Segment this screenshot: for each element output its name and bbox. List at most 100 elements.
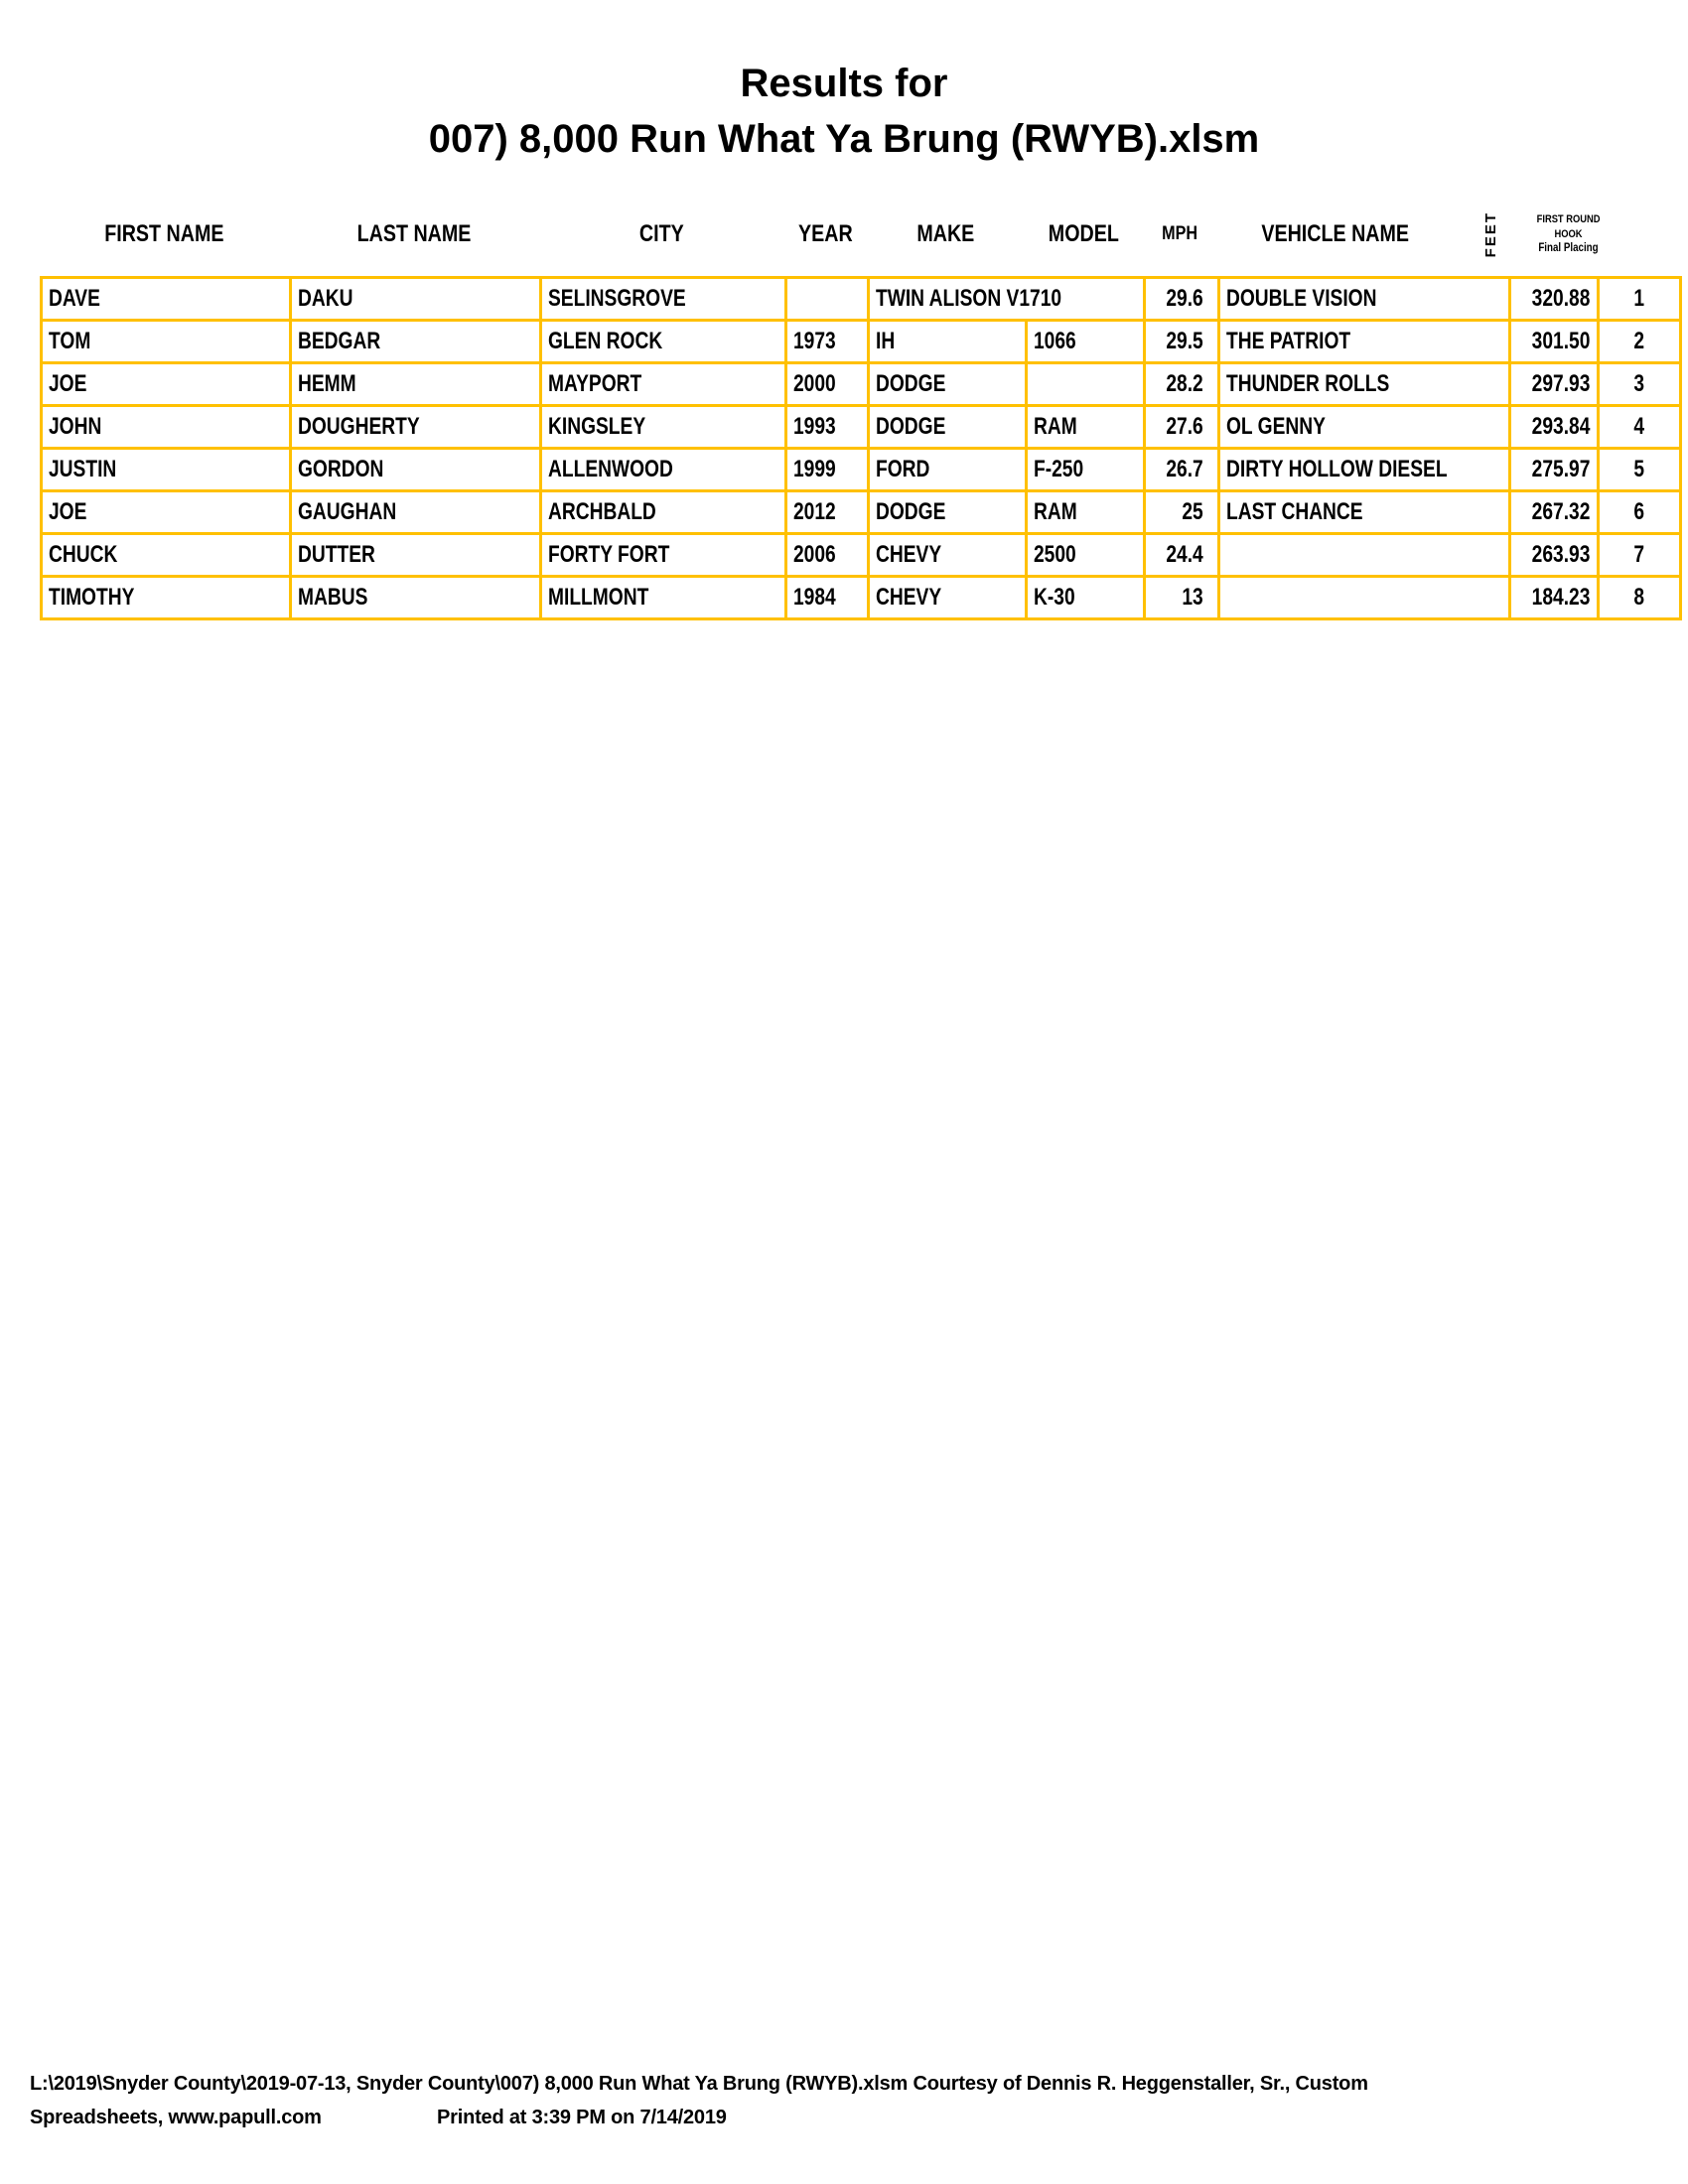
cell-feet: 293.84: [1508, 404, 1600, 450]
cell-mph: 29.6: [1143, 276, 1220, 322]
column-header-label: MPH: [1162, 223, 1198, 244]
cell-text: 2006: [793, 541, 836, 568]
cell-mph: 24.4: [1143, 532, 1220, 578]
cell-text: FORTY FORT: [548, 541, 670, 568]
cell-text: 29.5: [1166, 328, 1203, 354]
cell-first-name: JOHN: [40, 404, 292, 450]
cell-text: CHUCK: [49, 541, 118, 568]
cell-text: DODGE: [876, 498, 946, 525]
cell-text: GORDON: [298, 456, 384, 482]
cell-mph: 25: [1143, 489, 1220, 535]
cell-text: 1993: [793, 413, 836, 440]
cell-text: RAM: [1034, 413, 1077, 440]
column-header-label: YEAR: [798, 220, 853, 247]
column-header-city: CITY: [539, 197, 784, 272]
cell-city: ARCHBALD: [539, 489, 787, 535]
report-title-line2: 007) 8,000 Run What Ya Brung (RWYB).xlsm: [428, 117, 1260, 161]
table-row: JUSTIN GORDON ALLENWOOD 1999 FORD F-250 …: [40, 447, 1682, 492]
cell-year: 2000: [784, 361, 870, 407]
cell-text: 2500: [1034, 541, 1076, 568]
cell-text: K-30: [1034, 584, 1075, 611]
cell-text: GLEN ROCK: [548, 328, 663, 354]
cell-text: 301.50: [1531, 328, 1591, 354]
cell-vehicle-name: DIRTY HOLLOW DIESEL: [1216, 447, 1512, 492]
cell-text: 320.88: [1531, 285, 1591, 312]
cell-last-name: MABUS: [289, 575, 542, 620]
column-header-vehicle-name: VEHICLE NAME: [1217, 197, 1454, 272]
cell-text: IH: [876, 328, 896, 354]
cell-vehicle-name: THUNDER ROLLS: [1216, 361, 1512, 407]
table-row: DAVE DAKU SELINSGROVE TWIN ALISON V1710 …: [40, 276, 1682, 322]
cell-text: MAYPORT: [548, 370, 642, 397]
cell-text: DODGE: [876, 370, 946, 397]
cell-text: JUSTIN: [49, 456, 117, 482]
cell-text: 7: [1633, 541, 1644, 568]
cell-text: 8: [1633, 584, 1644, 611]
cell-text: JOE: [49, 370, 87, 397]
cell-mph: 13: [1143, 575, 1220, 620]
cell-text: DUTTER: [298, 541, 375, 568]
cell-city: KINGSLEY: [539, 404, 787, 450]
footer-file-path: L:\2019\Snyder County\2019-07-13, Snyder…: [30, 2073, 1368, 2095]
cell-text: TOM: [49, 328, 91, 354]
cell-first-name: JOE: [40, 361, 292, 407]
cell-text: DAKU: [298, 285, 353, 312]
cell-text: 29.6: [1166, 285, 1203, 312]
cell-city: FORTY FORT: [539, 532, 787, 578]
column-header-label: CITY: [639, 220, 684, 247]
cell-text: CHEVY: [876, 541, 942, 568]
cell-feet: 184.23: [1508, 575, 1600, 620]
cell-first-name: TOM: [40, 319, 292, 364]
cell-text: 2000: [793, 370, 836, 397]
footer-printed-timestamp: Printed at 3:39 PM on 7/14/2019: [437, 2107, 727, 2128]
column-header-label: LAST NAME: [356, 220, 472, 247]
cell-text: HEMM: [298, 370, 356, 397]
cell-text: LAST CHANCE: [1226, 498, 1363, 525]
cell-final-placing: 2: [1596, 319, 1682, 364]
results-table-grid: DAVE DAKU SELINSGROVE TWIN ALISON V1710 …: [40, 276, 1682, 620]
cell-text: 275.97: [1531, 456, 1591, 482]
cell-text: DOUBLE VISION: [1226, 285, 1377, 312]
cell-text: 26.7: [1166, 456, 1203, 482]
table-row: TIMOTHY MABUS MILLMONT 1984 CHEVY K-30 1…: [40, 575, 1682, 620]
cell-text: THE PATRIOT: [1226, 328, 1351, 354]
cell-year: 1973: [784, 319, 870, 364]
cell-model: 2500: [1025, 532, 1146, 578]
footer-line2: Spreadsheets, www.papull.com Printed at 3…: [30, 2107, 727, 2129]
cell-year: 1999: [784, 447, 870, 492]
cell-final-placing: 8: [1596, 575, 1682, 620]
column-header-make: MAKE: [867, 197, 1025, 272]
cell-text: 1973: [793, 328, 836, 354]
table-row: JOHN DOUGHERTY KINGSLEY 1993 DODGE RAM 2…: [40, 404, 1682, 450]
cell-make-model-merged: TWIN ALISON V1710: [867, 276, 1146, 322]
cell-model: K-30: [1025, 575, 1146, 620]
cell-last-name: GORDON: [289, 447, 542, 492]
cell-year: 2006: [784, 532, 870, 578]
cell-text: DOUGHERTY: [298, 413, 420, 440]
cell-text: OL GENNY: [1226, 413, 1326, 440]
cell-make: IH: [867, 319, 1028, 364]
cell-model: RAM: [1025, 404, 1146, 450]
cell-city: SELINSGROVE: [539, 276, 787, 322]
cell-city: MILLMONT: [539, 575, 787, 620]
cell-feet: 297.93: [1508, 361, 1600, 407]
cell-city: ALLENWOOD: [539, 447, 787, 492]
cell-text: TWIN ALISON V1710: [876, 285, 1062, 312]
cell-text: DAVE: [49, 285, 100, 312]
cell-text: 297.93: [1531, 370, 1591, 397]
cell-text: 263.93: [1531, 541, 1591, 568]
cell-year: 1993: [784, 404, 870, 450]
cell-vehicle-name: OL GENNY: [1216, 404, 1512, 450]
cell-text: SELINSGROVE: [548, 285, 686, 312]
column-header-first-name: FIRST NAME: [40, 197, 289, 272]
cell-first-name: JUSTIN: [40, 447, 292, 492]
cell-text: MABUS: [298, 584, 368, 611]
cell-text: 4: [1633, 413, 1644, 440]
cell-text: 1: [1633, 285, 1644, 312]
cell-final-placing: 1: [1596, 276, 1682, 322]
column-header-feet: FEET: [1454, 197, 1527, 272]
column-header-label: FIRST ROUND: [1536, 213, 1601, 226]
cell-first-name: TIMOTHY: [40, 575, 292, 620]
cell-vehicle-name: DOUBLE VISION: [1216, 276, 1512, 322]
footer-website: Spreadsheets, www.papull.com: [30, 2107, 322, 2128]
